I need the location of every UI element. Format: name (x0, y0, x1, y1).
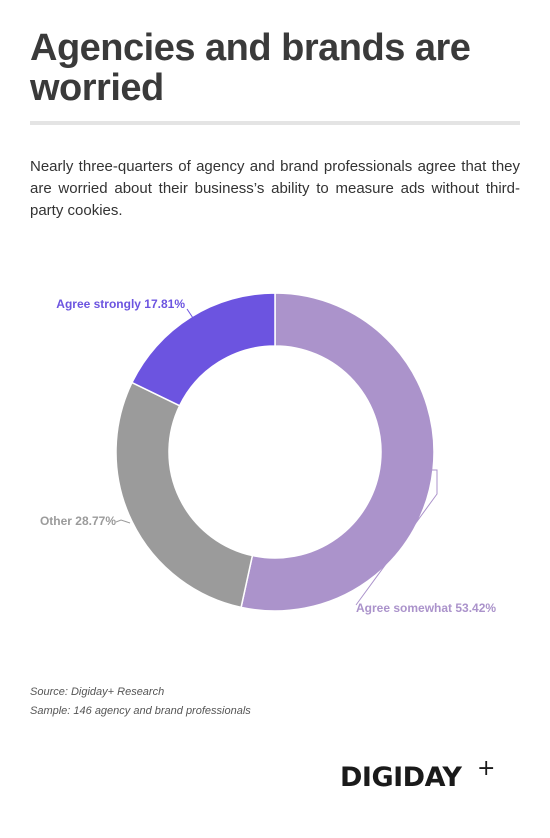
leader-line-1 (115, 519, 131, 524)
digiday-logo: DIGIDAY + (340, 756, 510, 800)
logo-text: DIGIDAY (340, 762, 462, 793)
slice-label-2: Agree strongly 17.81% (56, 297, 185, 311)
leader-line-0 (355, 469, 438, 606)
donut-chart: Agree somewhat 53.42% Other 28.77% Agree s… (40, 292, 496, 615)
page-title: Agencies and brands are worried (30, 27, 471, 109)
slice-label-1: Other 28.77% (40, 514, 116, 528)
source-note: Source: Digiday+ Research (30, 686, 165, 698)
leader-line-2 (186, 308, 194, 319)
sample-note: Sample: 146 agency and brand professiona… (30, 705, 251, 717)
slice-2 (130, 292, 276, 407)
chart-subtitle: Nearly three-quarters of agency and bran… (30, 158, 520, 219)
slice-0 (240, 292, 435, 612)
title-divider (30, 121, 520, 125)
slice-label-0: Agree somewhat 53.42% (356, 601, 496, 615)
logo-plus-icon: + (477, 756, 496, 781)
slice-1 (115, 381, 254, 609)
